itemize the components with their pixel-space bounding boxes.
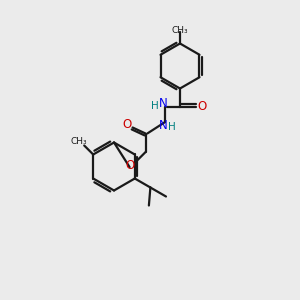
Text: CH₃: CH₃ (172, 26, 188, 35)
Text: N: N (158, 118, 167, 132)
Text: O: O (197, 100, 206, 113)
Text: H: H (151, 101, 159, 111)
Text: O: O (122, 118, 131, 131)
Text: N: N (158, 97, 167, 110)
Text: O: O (126, 159, 135, 172)
Text: CH₃: CH₃ (71, 137, 87, 146)
Text: H: H (168, 122, 176, 133)
